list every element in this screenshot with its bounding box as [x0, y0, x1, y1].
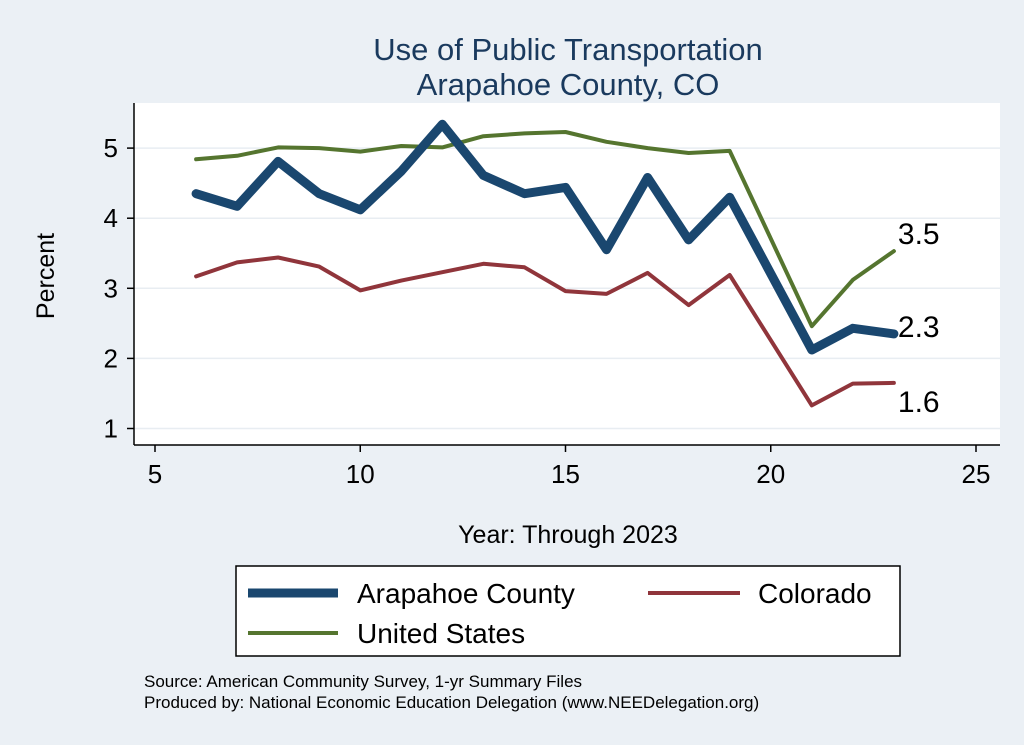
- x-tick-label-25: 25: [962, 459, 991, 489]
- x-tick-label-10: 10: [346, 459, 375, 489]
- end-labels: 2.3 1.6 3.5: [898, 218, 940, 419]
- legend: Arapahoe County Colorado United States: [248, 578, 872, 649]
- legend-box: [235, 565, 901, 657]
- end-label-arapahoe-county: 2.3: [898, 311, 940, 344]
- series-line-colorado: [194, 255, 896, 408]
- y-tick-label-2: 2: [104, 343, 118, 373]
- chart-title-line-1: Use of Public Transportation: [373, 32, 762, 67]
- series-lines: [191, 119, 899, 408]
- x-tick-label-20: 20: [756, 459, 785, 489]
- y-tick-label-1: 1: [104, 414, 118, 444]
- x-tick-label-15: 15: [551, 459, 580, 489]
- producer-note: Produced by: National Economic Education…: [144, 693, 759, 712]
- y-axis-title: Percent: [32, 233, 60, 319]
- source-note: Source: American Community Survey, 1-yr …: [144, 672, 582, 691]
- y-tick-label-3: 3: [104, 273, 118, 303]
- y-tick-label-5: 5: [104, 133, 118, 163]
- x-axis-title: Year: Through 2023: [458, 521, 678, 549]
- end-label-united-states: 3.5: [898, 218, 940, 251]
- legend-label-arapahoe-county: Arapahoe County: [357, 578, 575, 609]
- series-line-united-states: [194, 130, 896, 329]
- series-line-arapahoe-county: [191, 119, 899, 355]
- y-tick-label-4: 4: [104, 203, 118, 233]
- legend-label-colorado: Colorado: [758, 578, 872, 609]
- legend-label-united-states: United States: [357, 618, 525, 649]
- x-tick-label-5: 5: [148, 459, 162, 489]
- chart-title-line-2: Arapahoe County, CO: [417, 67, 720, 102]
- end-label-colorado: 1.6: [898, 386, 940, 419]
- plot-area: [134, 103, 1000, 445]
- axes: 1 2 3 4 5 5 10 15 20 25: [104, 103, 1000, 489]
